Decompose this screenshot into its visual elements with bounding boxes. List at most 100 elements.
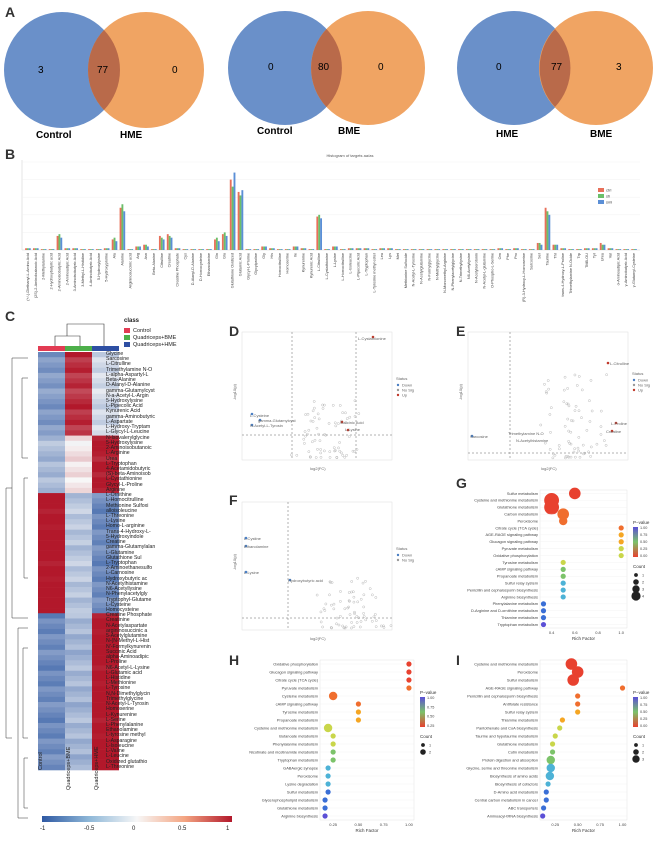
- heatmap-cell: [65, 566, 92, 572]
- dotplot-point: [406, 685, 412, 691]
- venn-panel: 3 77 0 Control HME 0 80 0 Control BME 0 …: [4, 11, 653, 141]
- heatmap-row-label: N6-Acetyllysine: [106, 586, 142, 593]
- dotplot-point: [325, 773, 331, 779]
- heatmap-row-label: gamma-Glutamylalan: [106, 544, 156, 551]
- heatmap-row-label: Glutathione Sul: [106, 554, 142, 561]
- bar: [269, 248, 272, 250]
- heatmap-legend-title: class: [124, 318, 140, 324]
- volcano-point: [322, 607, 326, 611]
- xlabel-e: log2(FC): [541, 466, 557, 471]
- heatmap-cell: [65, 503, 92, 510]
- volcano-point: [549, 431, 552, 434]
- heatmap-cell: [65, 498, 92, 504]
- dotplot-pvalue-tick: 0.00: [640, 724, 647, 728]
- bar: [198, 249, 201, 250]
- heatmap-cell: [65, 550, 92, 557]
- dotplot-point: [559, 516, 568, 526]
- dotplot-point: [406, 669, 412, 675]
- heatmap-cell: [92, 576, 119, 583]
- dotplot-point: [330, 757, 336, 763]
- dotplot-term-label: Propanoate metabolism: [277, 717, 318, 722]
- bar: [129, 249, 132, 250]
- heatmap-cell: [38, 524, 65, 530]
- colorbar-tick: 0: [132, 826, 136, 832]
- heatmap-row-label: Sarcosine: [106, 356, 130, 363]
- dotplot-xtick: 1.00: [619, 822, 628, 827]
- volcano-point: [372, 615, 376, 619]
- volcano-point: [338, 441, 341, 444]
- bar: [501, 248, 504, 250]
- dotplot-count-swatch: [634, 743, 638, 747]
- volcano-point: [359, 620, 363, 623]
- volcano-point: [328, 450, 332, 453]
- heatmap-cell: [38, 367, 65, 374]
- row-dendrogram: [5, 357, 28, 819]
- heatmap-cell: [38, 472, 65, 478]
- bar-category-label: L-Pipecolic Acid: [357, 253, 361, 280]
- bar: [389, 248, 391, 250]
- bar-category-label: N-Acetyl-L-Tyrosine: [412, 253, 416, 286]
- heatmap-cell: [65, 602, 92, 609]
- bar: [505, 249, 508, 250]
- venn-1-overlap: [88, 30, 120, 110]
- volcano-point: [577, 449, 580, 453]
- dotplot-term-label: Biosynthesis of amino acids: [490, 773, 538, 778]
- dotplot-xtick: 1.0: [618, 630, 624, 635]
- volcano-point: [581, 443, 585, 447]
- bar: [308, 249, 311, 250]
- dotplot-term-label: AGE-RAGE signaling pathway: [485, 532, 538, 537]
- venn-1-left-count: 3: [38, 65, 44, 76]
- bar: [347, 248, 350, 250]
- bar-category-label: Homoserine: [286, 253, 290, 273]
- bar: [396, 249, 399, 250]
- legend-title-d: Status: [396, 376, 407, 381]
- dotplot-point: [543, 797, 549, 803]
- volcano-point: [573, 373, 577, 377]
- heatmap-cell: [38, 738, 65, 745]
- bar: [349, 248, 352, 250]
- heatmap-cell: [38, 644, 65, 651]
- dotplot-term-label: Glutathione metabolism: [497, 505, 538, 510]
- heatmap-row-label: D-Alanyl-D-Alanine: [106, 382, 151, 389]
- bar-category-label: Ala: [113, 252, 117, 258]
- volcano-sig-point: [614, 421, 618, 425]
- bar: [143, 244, 146, 250]
- volcano-point: [357, 616, 360, 620]
- volcano-point: [577, 436, 581, 439]
- bar-category-label: L-Tyrosine methyl ester: [372, 252, 376, 292]
- heatmap-cell: [92, 655, 119, 661]
- volcano-point: [335, 622, 338, 626]
- bar: [28, 248, 31, 250]
- bar: [239, 195, 242, 250]
- heatmap-cell: [38, 655, 65, 661]
- bar: [453, 249, 456, 250]
- bar: [68, 248, 71, 250]
- bar: [58, 234, 61, 250]
- bar-category-label: γ-Glutamyl-Cysteine: [632, 253, 636, 287]
- bar: [50, 249, 53, 250]
- heatmap-cell: [92, 561, 119, 567]
- heatmap-cell: [65, 618, 92, 624]
- volcano-point: [328, 580, 332, 584]
- dotplot-xlabel: Rich Factor: [572, 828, 596, 833]
- bar: [123, 211, 126, 250]
- venn-2-right-label: BME: [338, 126, 361, 137]
- dotplot-term-label: Cutin metabolism: [508, 749, 538, 754]
- dotplot-xlabel: Rich Factor: [355, 828, 379, 833]
- volcano-point: [307, 450, 311, 453]
- volcano-point: [352, 600, 356, 604]
- volcano-point: [332, 607, 336, 611]
- bar: [292, 246, 295, 250]
- volcano-point: [316, 448, 319, 451]
- dotplot-term-label: Glycerophospholipid metabolism: [262, 797, 318, 802]
- heatmap-cell: [38, 759, 65, 766]
- volcano-point: [317, 432, 320, 436]
- heatmap-cell: [92, 738, 119, 745]
- volcano-point: [306, 432, 309, 436]
- heatmap-cell: [38, 461, 65, 468]
- volcano-point: [328, 456, 332, 459]
- volcano-point: [543, 441, 547, 445]
- volcano-point: [311, 409, 315, 413]
- bar: [160, 237, 163, 250]
- venn-1-overlap-count: 77: [97, 65, 109, 76]
